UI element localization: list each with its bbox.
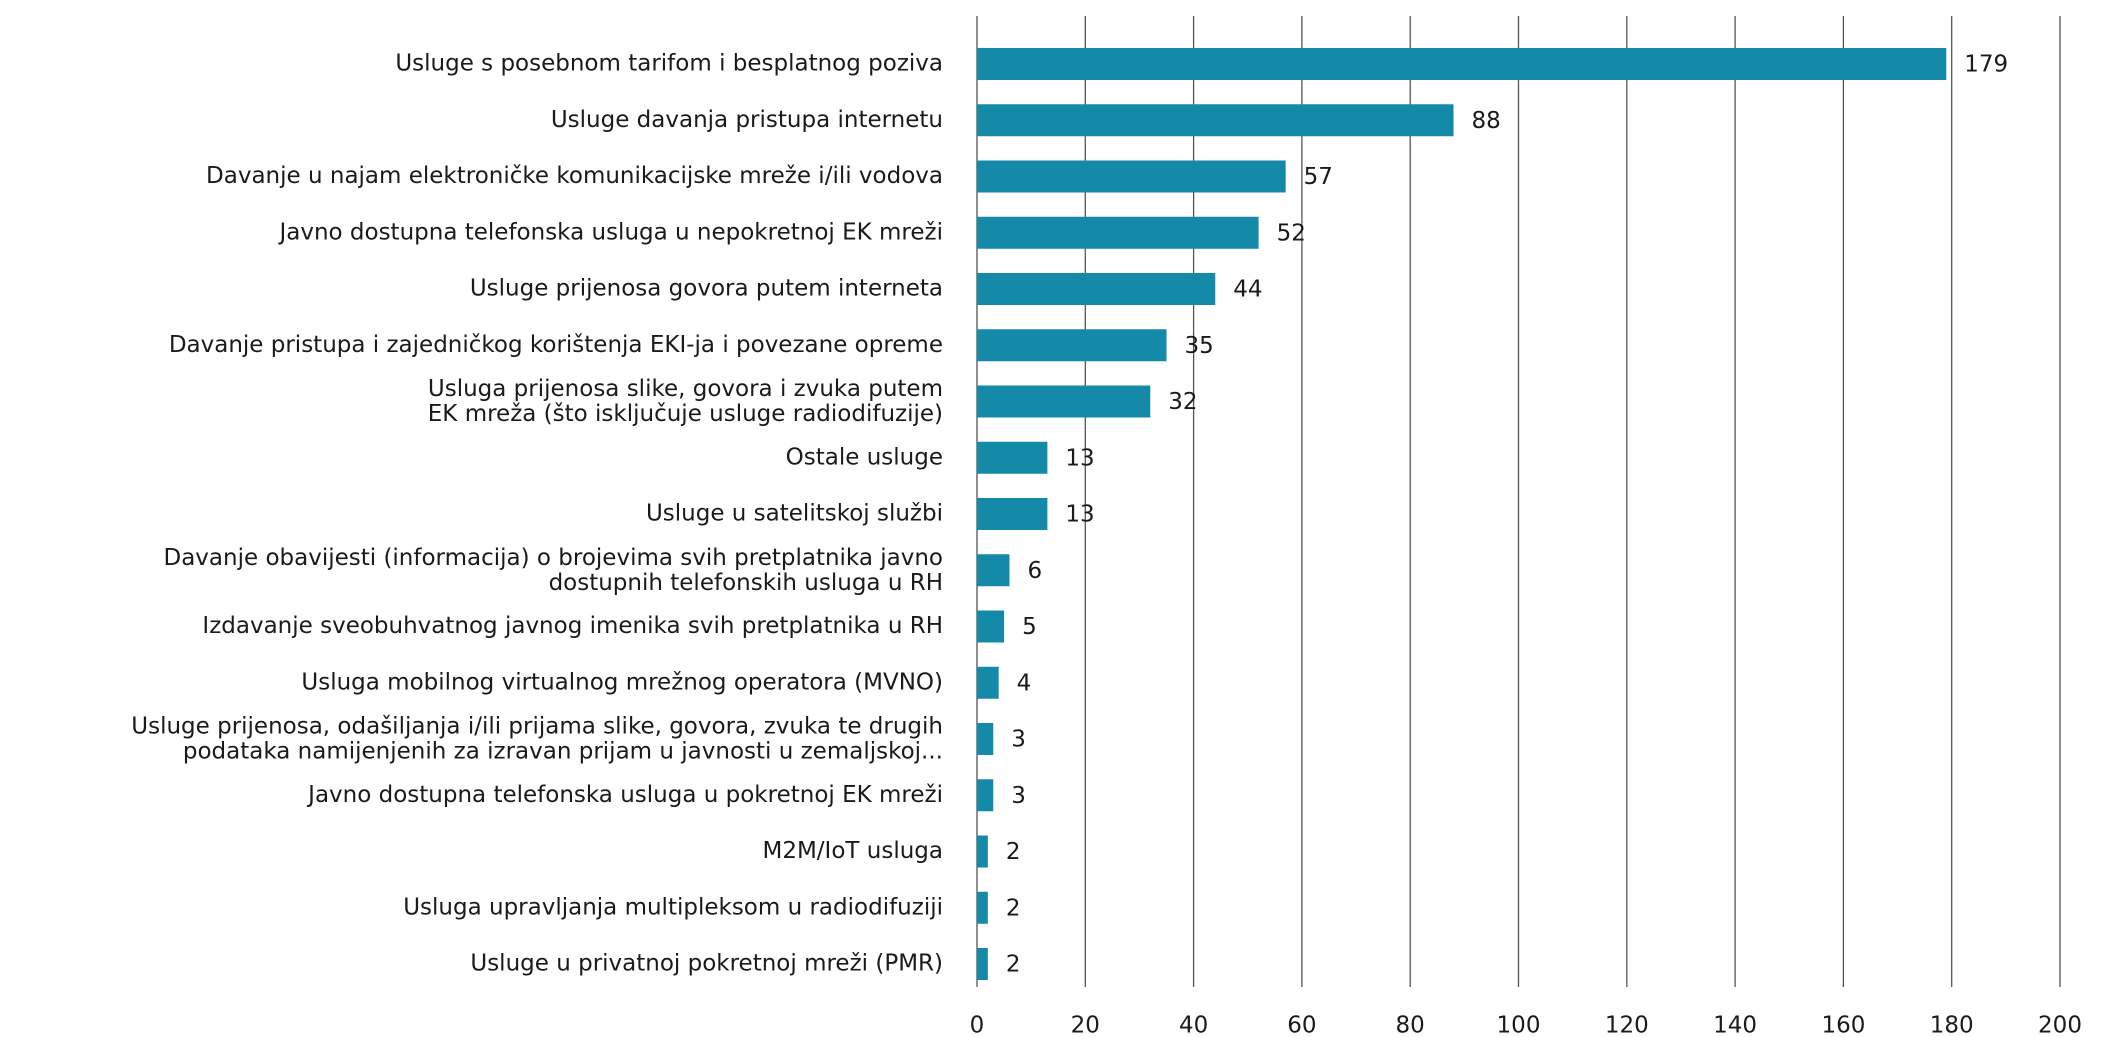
y-tick-label: Ostale usluge xyxy=(786,444,943,470)
y-tick-label: Usluge u satelitskoj službi xyxy=(646,501,943,527)
bar xyxy=(977,891,988,924)
y-tick-label: Usluge u privatnoj pokretnoj mreži (PMR) xyxy=(470,951,943,977)
y-tick-label: Usluge davanja pristupa internetu xyxy=(551,107,943,133)
value-label: 3 xyxy=(1011,727,1026,753)
value-label: 35 xyxy=(1185,333,1214,359)
x-tick-label: 40 xyxy=(1179,1013,1208,1037)
label-line: EK mreža (što isključuje usluge radiodif… xyxy=(428,401,943,427)
bar xyxy=(977,441,1048,474)
y-tick-label: Usluga mobilnog virtualnog mrežnog opera… xyxy=(301,669,943,695)
label-line: Davanje obavijesti (informacija) o broje… xyxy=(164,544,944,570)
bar xyxy=(977,554,1010,587)
y-tick-label: Javno dostupna telefonska usluga u nepok… xyxy=(277,219,943,245)
y-tick-label: Usluge prijenosa govora putem interneta xyxy=(470,276,943,302)
value-label: 2 xyxy=(1006,895,1021,921)
bar xyxy=(977,666,999,699)
x-tick-label: 140 xyxy=(1713,1013,1757,1037)
bar xyxy=(977,723,994,755)
bar xyxy=(977,104,1454,137)
y-tick-label: Usluga prijenosa slike, govora i zvuka p… xyxy=(428,376,943,427)
value-label: 3 xyxy=(1011,783,1026,809)
value-label: 57 xyxy=(1304,164,1333,190)
x-tick-label: 60 xyxy=(1287,1013,1316,1037)
label-line: podataka namijenjenih za izravan prijam … xyxy=(183,738,943,764)
bar xyxy=(977,498,1048,530)
y-tick-label: M2M/IoT usluga xyxy=(762,838,943,864)
bar xyxy=(977,216,1259,249)
x-tick-label: 180 xyxy=(1930,1013,1974,1037)
y-tick-label: Davanje obavijesti (informacija) o broje… xyxy=(164,544,944,595)
bar xyxy=(977,160,1286,193)
bar xyxy=(977,385,1151,418)
value-label: 5 xyxy=(1022,614,1037,640)
bar xyxy=(977,273,1216,305)
value-label: 4 xyxy=(1017,670,1032,696)
value-label: 32 xyxy=(1168,389,1197,415)
x-tick-label: 160 xyxy=(1821,1013,1865,1037)
value-label: 44 xyxy=(1233,277,1262,303)
y-tick-label: Usluga upravljanja multipleksom u radiod… xyxy=(403,894,943,920)
y-tick-label: Davanje pristupa i zajedničkog korištenj… xyxy=(169,332,943,358)
x-tick-label: 120 xyxy=(1605,1013,1649,1037)
label-line: Usluga prijenosa slike, govora i zvuka p… xyxy=(428,376,943,402)
bar xyxy=(977,329,1167,362)
label-line: dostupnih telefonskih usluga u RH xyxy=(549,569,943,595)
bar xyxy=(977,835,988,868)
bar xyxy=(977,948,988,980)
y-tick-label: Usluge prijenosa, odašiljanja i/ili prij… xyxy=(131,713,943,764)
y-tick-label: Davanje u najam elektroničke komunikacij… xyxy=(206,163,943,189)
value-label: 88 xyxy=(1472,108,1501,134)
x-tick-label: 200 xyxy=(2038,1013,2082,1037)
x-tick-label: 0 xyxy=(970,1013,985,1037)
y-tick-label: Izdavanje sveobuhvatnog javnog imenika s… xyxy=(202,613,943,639)
value-label: 179 xyxy=(1964,52,2008,78)
y-tick-label: Usluge s posebnom tarifom i besplatnog p… xyxy=(395,51,943,77)
label-line: Usluge prijenosa, odašiljanja i/ili prij… xyxy=(131,713,943,739)
value-label: 13 xyxy=(1065,502,1094,528)
value-label: 2 xyxy=(1006,952,1021,978)
y-tick-label: Javno dostupna telefonska usluga u pokre… xyxy=(306,782,943,808)
bar xyxy=(977,48,1947,80)
value-label: 2 xyxy=(1006,839,1021,865)
bar xyxy=(977,610,1005,643)
bar xyxy=(977,779,994,812)
x-tick-label: 80 xyxy=(1396,1013,1425,1037)
x-tick-label: 20 xyxy=(1071,1013,1100,1037)
value-label: 52 xyxy=(1277,220,1306,246)
value-label: 6 xyxy=(1027,558,1042,584)
value-label: 13 xyxy=(1065,445,1094,471)
x-tick-label: 100 xyxy=(1497,1013,1541,1037)
